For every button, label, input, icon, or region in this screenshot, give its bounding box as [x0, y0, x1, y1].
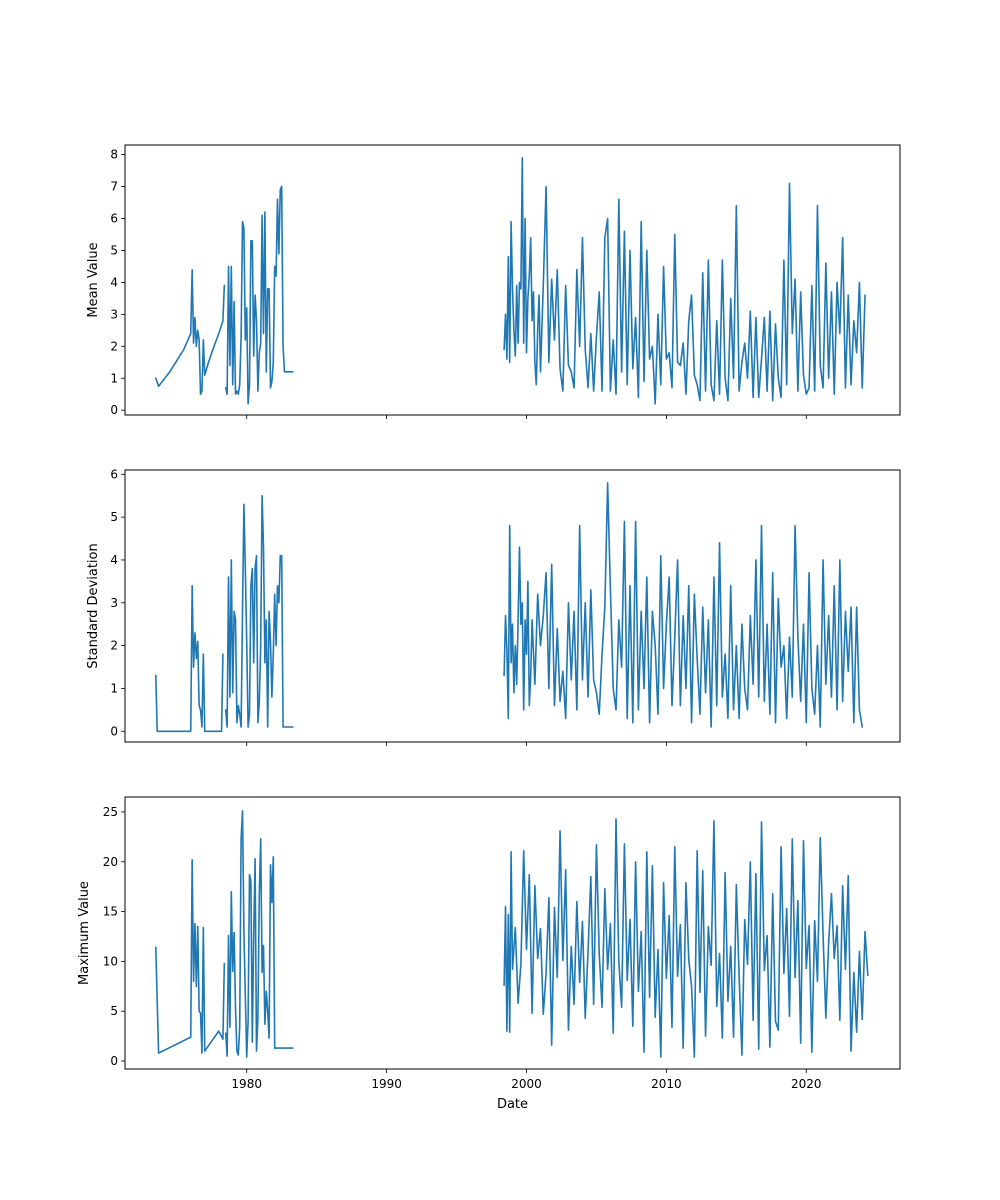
mean-value-y-axis-label: Mean Value [86, 242, 101, 317]
standard-deviation-y-tick-label-4: 4 [110, 553, 118, 567]
mean-value-y-tick-label-8: 8 [110, 148, 118, 162]
standard-deviation-y-tick-label-2: 2 [110, 639, 118, 653]
maximum-value-series-line-3 [503, 818, 869, 1058]
mean-value-y-tick-label-2: 2 [110, 339, 118, 353]
maximum-value-y-tick-label-20: 20 [103, 855, 118, 869]
standard-deviation-y-tick-label-1: 1 [110, 681, 118, 695]
mean-value-y-tick-label-4: 4 [110, 275, 118, 289]
mean-value-y-tick-label-7: 7 [110, 180, 118, 194]
mean-value-series-line-2 [224, 185, 294, 405]
x-tick-label-2020: 2020 [791, 1077, 822, 1091]
standard-deviation-y-tick-label-5: 5 [110, 510, 118, 524]
standard-deviation-y-tick-label-3: 3 [110, 596, 118, 610]
maximum-value-y-tick-label-10: 10 [103, 954, 118, 968]
x-tick-label-2010: 2010 [651, 1077, 682, 1091]
standard-deviation-y-tick-label-0: 0 [110, 724, 118, 738]
maximum-value-y-tick-label-25: 25 [103, 805, 118, 819]
maximum-value-subplot: 0 5 10 15 20 25 1980 1990 2000 2010 2020 Maximum V… [77, 796, 901, 1112]
mean-value-ticks: 0 1 2 3 4 5 6 7 8 [110, 148, 807, 419]
mean-value-y-tick-label-5: 5 [110, 243, 118, 257]
mean-value-y-tick-label-0: 0 [110, 403, 118, 417]
x-tick-label-1990: 1990 [371, 1077, 402, 1091]
mean-value-y-tick-label-1: 1 [110, 371, 118, 385]
date-x-axis-label: Date [497, 1097, 528, 1112]
standard-deviation-y-tick-label-6: 6 [110, 467, 118, 481]
standard-deviation-plot-frame [124, 469, 901, 743]
x-tick-label-1980: 1980 [231, 1077, 262, 1091]
maximum-value-ticks: 0 5 10 15 20 25 1980 1990 2000 2010 2020 [103, 805, 822, 1091]
maximum-value-y-tick-label-5: 5 [110, 1004, 118, 1018]
maximum-value-series-line-1 [154, 858, 226, 1054]
mean-value-series-line-1 [154, 268, 226, 396]
standard-deviation-series-line-2 [224, 494, 294, 728]
maximum-value-series-line-2 [224, 810, 294, 1058]
standard-deviation-series-line-3 [503, 482, 864, 728]
mean-value-y-tick-label-6: 6 [110, 211, 118, 225]
maximum-value-y-tick-label-0: 0 [110, 1054, 118, 1068]
maximum-value-plot-frame [124, 796, 901, 1070]
maximum-value-y-tick-label-15: 15 [103, 905, 118, 919]
x-tick-label-2000: 2000 [511, 1077, 542, 1091]
standard-deviation-y-axis-label: Standard Deviation [86, 543, 101, 668]
mean-value-plot-frame [124, 144, 901, 416]
standard-deviation-subplot: 0 1 2 3 4 5 6 Standard Deviation [86, 467, 901, 746]
standard-deviation-ticks: 0 1 2 3 4 5 6 [110, 467, 807, 746]
maximum-value-lines [154, 810, 869, 1058]
maximum-value-y-axis-label: Maximum Value [77, 881, 92, 985]
mean-value-series-line-3 [503, 156, 866, 405]
mean-value-y-tick-label-3: 3 [110, 307, 118, 321]
standard-deviation-series-line-1 [154, 584, 224, 733]
mean-value-lines [154, 156, 866, 405]
standard-deviation-lines [154, 482, 864, 733]
mean-value-subplot: 0 1 2 3 4 5 6 7 8 Mean Value [86, 144, 901, 419]
